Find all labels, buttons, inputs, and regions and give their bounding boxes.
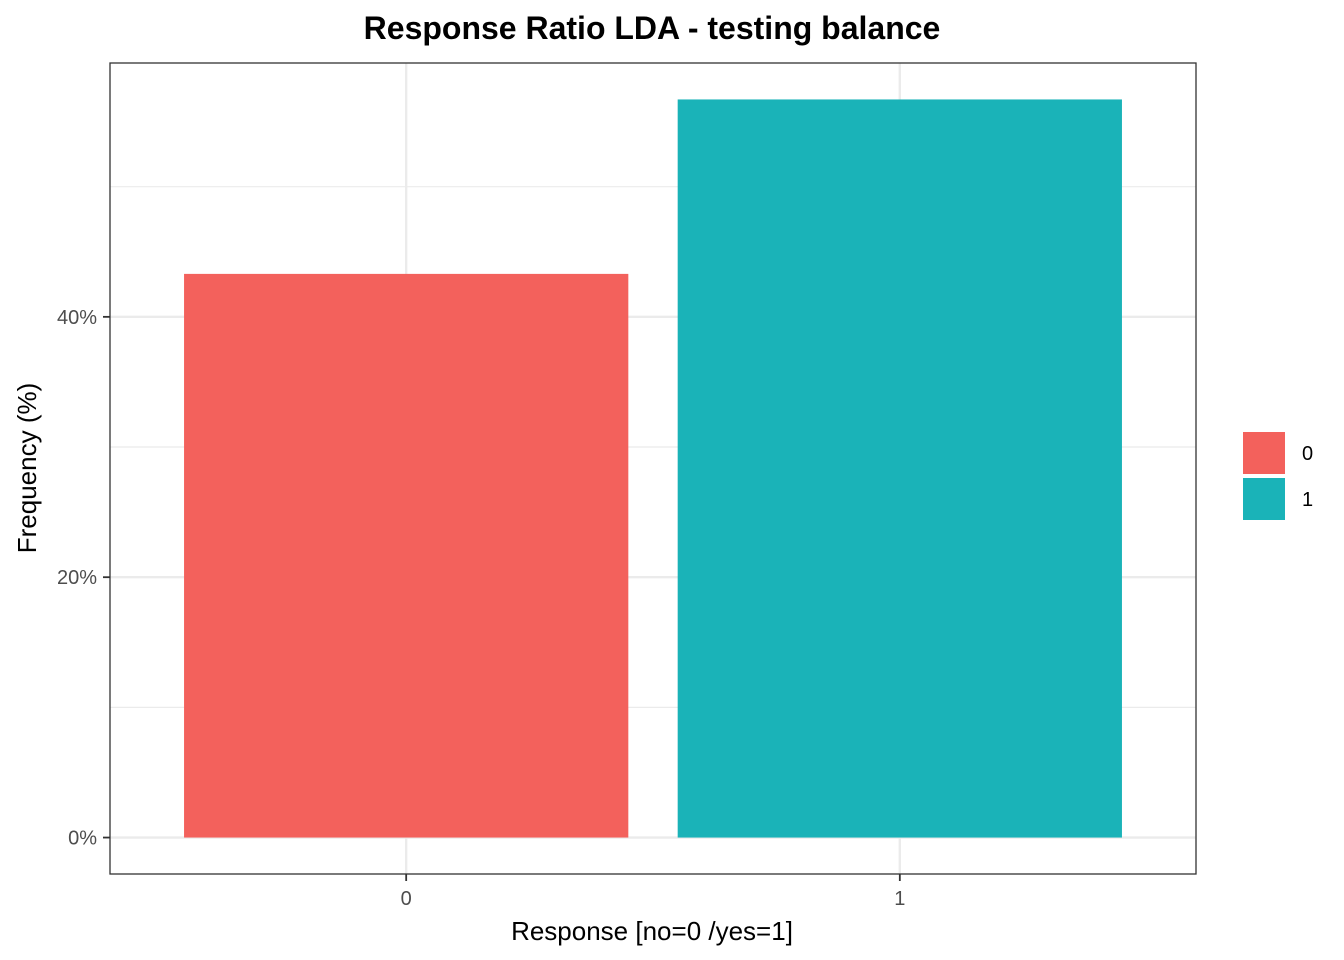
bar-1 <box>677 99 1122 838</box>
legend-key-1 <box>1243 478 1285 520</box>
y-tick-label: 20% <box>57 567 97 589</box>
legend-label: 1 <box>1302 489 1313 511</box>
bar-0 <box>184 273 629 838</box>
bars <box>184 99 1122 838</box>
x-axis-title: Response [no=0 /yes=1] <box>511 916 793 946</box>
y-axis-title: Frequency (%) <box>12 383 42 554</box>
y-tick-label: 0% <box>68 828 97 850</box>
x-tick-label: 1 <box>894 888 905 910</box>
y-axis: 0% 20% 40% <box>57 307 110 850</box>
legend: 01 <box>1243 432 1313 520</box>
y-tick-label: 40% <box>57 307 97 329</box>
x-tick-label: 0 <box>401 888 412 910</box>
legend-label: 0 <box>1302 443 1313 465</box>
chart-title: Response Ratio LDA - testing balance <box>364 10 941 46</box>
plot-border <box>109 62 1197 875</box>
legend-key-0 <box>1243 432 1285 474</box>
